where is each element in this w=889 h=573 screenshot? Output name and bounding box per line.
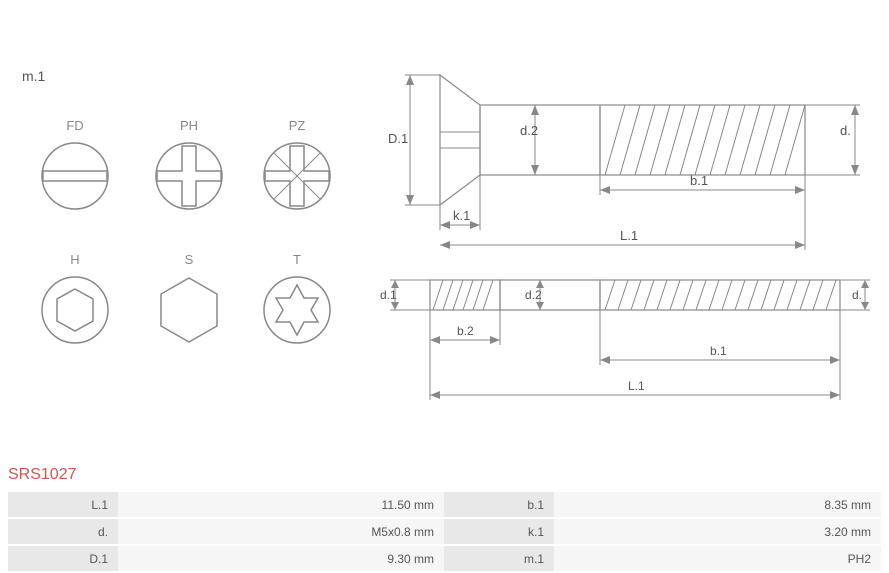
table-key: b.1 [444, 492, 554, 517]
table-row: L.1 11.50 mm b.1 8.35 mm [8, 492, 881, 517]
table-key: d. [8, 519, 118, 544]
dim-b1-top: b.1 [690, 173, 708, 188]
dim-d-bot: d. [852, 288, 862, 302]
table-key: k.1 [444, 519, 554, 544]
part-code: SRS1027 [8, 466, 77, 484]
dim-d2-top: d.2 [520, 123, 538, 138]
torx-head-icon [262, 275, 332, 345]
hex-socket-icon [40, 275, 110, 345]
table-val: 11.50 mm [118, 492, 444, 517]
head-t: T [262, 252, 332, 345]
diagram-area: m.1 FD PH PZ H S [0, 0, 889, 450]
table-val: 3.20 mm [554, 519, 881, 544]
table-row: d. M5x0.8 mm k.1 3.20 mm [8, 519, 881, 544]
dim-d2-bot: d.2 [525, 288, 542, 302]
table-row: D.1 9.30 mm m.1 PH2 [8, 546, 881, 571]
dimensions-table: L.1 11.50 mm b.1 8.35 mm d. M5x0.8 mm k.… [8, 490, 881, 573]
hex-head-icon [154, 275, 224, 345]
head-ph: PH [154, 118, 224, 211]
table-key: D.1 [8, 546, 118, 571]
head-pz-label: PZ [262, 118, 332, 133]
head-h: H [40, 252, 110, 345]
table-val: 8.35 mm [554, 492, 881, 517]
dim-b1-bot: b.1 [710, 344, 727, 358]
dim-k1: k.1 [453, 208, 470, 223]
m1-label: m.1 [22, 68, 45, 84]
dim-D1: D.1 [388, 131, 408, 146]
pozidriv-head-icon [262, 141, 332, 211]
head-ph-label: PH [154, 118, 224, 133]
phillips-head-icon [154, 141, 224, 211]
table-val: 9.30 mm [118, 546, 444, 571]
screw-countersunk-diagram: D.1 d.2 d. b.1 k.1 L.1 [380, 55, 880, 255]
dim-d-top: d. [840, 123, 851, 138]
head-t-label: T [262, 252, 332, 267]
dim-L1-bot: L.1 [628, 379, 645, 393]
dim-b2: b.2 [457, 324, 474, 338]
table-key: L.1 [8, 492, 118, 517]
head-h-label: H [40, 252, 110, 267]
screw-stud-diagram: d.1 d.2 d. b.2 b.1 L.1 [380, 265, 880, 415]
head-pz: PZ [262, 118, 332, 211]
dim-L1-top: L.1 [620, 228, 638, 243]
head-s-label: S [154, 252, 224, 267]
slot-head-icon [40, 141, 110, 211]
table-val: M5x0.8 mm [118, 519, 444, 544]
head-fd: FD [40, 118, 110, 211]
table-val: PH2 [554, 546, 881, 571]
head-s: S [154, 252, 224, 345]
table-key: m.1 [444, 546, 554, 571]
dim-d1: d.1 [380, 288, 397, 302]
head-fd-label: FD [40, 118, 110, 133]
